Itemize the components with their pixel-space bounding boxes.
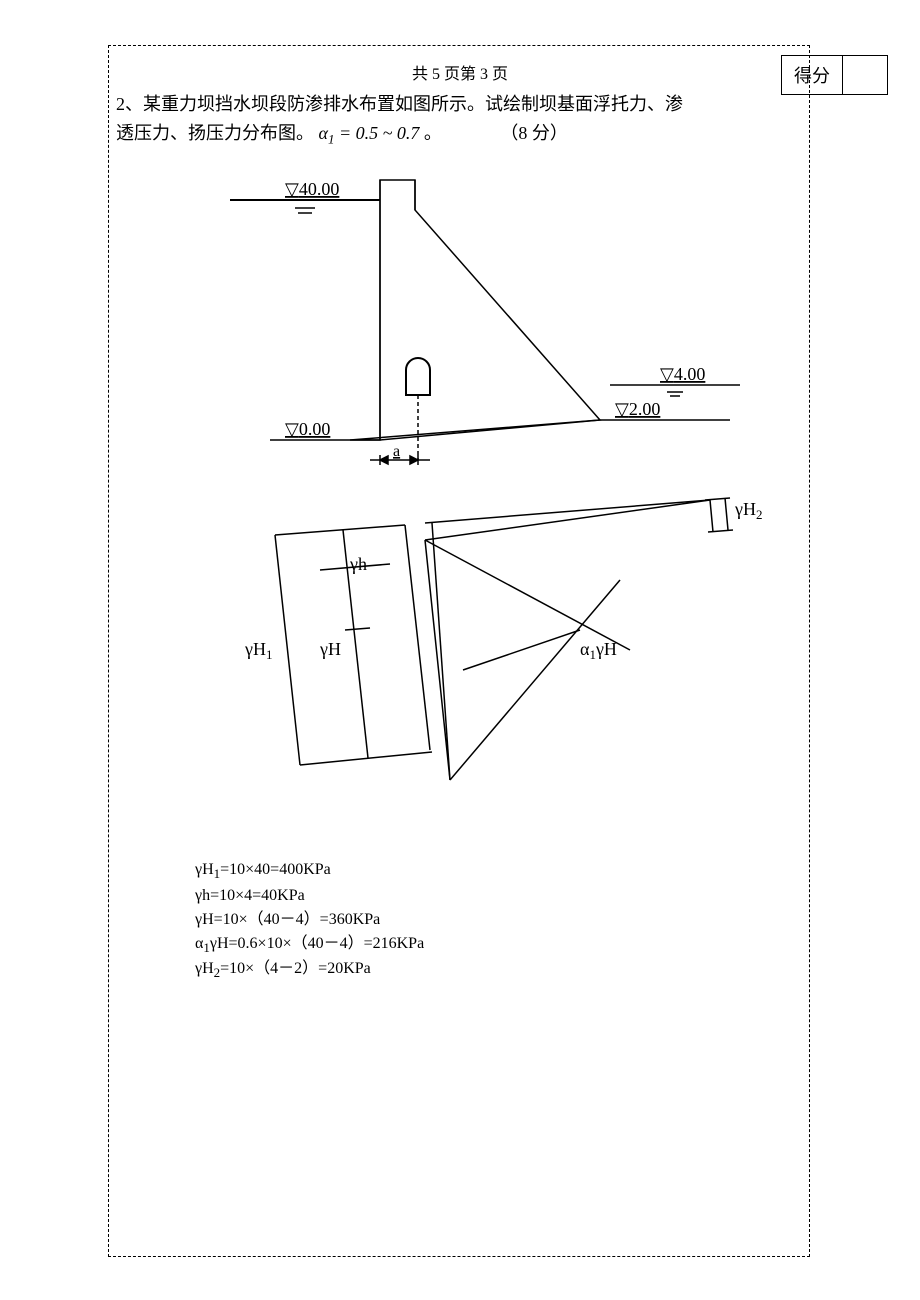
alpha-expr: α1 = 0.5 ~ 0.7 bbox=[319, 123, 420, 143]
calculations: γH1=10×40=400KPa γh=10×4=40KPa γH=10×（40… bbox=[195, 858, 424, 983]
svg-text:▽40.00: ▽40.00 bbox=[285, 179, 339, 199]
svg-text:γH1: γH1 bbox=[244, 639, 272, 662]
dam-diagram: ▽40.00 ▽4.00 ▽2.00 ▽0 bbox=[230, 179, 740, 465]
svg-text:a: a bbox=[393, 443, 400, 460]
calc-line-3: γH=10×（40－4）=360KPa bbox=[195, 908, 424, 932]
calc-line-1: γH1=10×40=400KPa bbox=[195, 858, 424, 884]
diagram-container: ▽40.00 ▽4.00 ▽2.00 ▽0 bbox=[170, 170, 790, 855]
question-line1: 某重力坝挡水坝段防渗排水布置如图所示。试绘制坝基面浮托力、渗 bbox=[143, 94, 683, 114]
calc-line-2: γh=10×4=40KPa bbox=[195, 884, 424, 908]
score-label: 得分 bbox=[782, 56, 843, 94]
question-number: 2、 bbox=[116, 94, 143, 114]
calc-line-5: γH2=10×（4－2）=20KPa bbox=[195, 957, 424, 983]
svg-text:▽0.00: ▽0.00 bbox=[285, 419, 330, 439]
svg-text:γH: γH bbox=[319, 639, 341, 659]
pressure-diagram: γH1 γh γH γH2 α1γH bbox=[244, 498, 762, 780]
score-value bbox=[843, 56, 887, 94]
svg-text:γh: γh bbox=[349, 554, 367, 574]
question-line2: 透压力、扬压力分布图。 bbox=[116, 123, 314, 143]
calc-line-4: α1γH=0.6×10×（40－4）=216KPa bbox=[195, 932, 424, 958]
question-points: （8 分） bbox=[500, 123, 568, 143]
score-box: 得分 bbox=[781, 55, 888, 95]
svg-text:γH2: γH2 bbox=[734, 499, 762, 522]
svg-text:α1γH: α1γH bbox=[580, 639, 617, 662]
svg-text:▽2.00: ▽2.00 bbox=[615, 399, 660, 419]
question-text: 2、某重力坝挡水坝段防渗排水布置如图所示。试绘制坝基面浮托力、渗 透压力、扬压力… bbox=[116, 90, 736, 150]
svg-text:▽4.00: ▽4.00 bbox=[660, 364, 705, 384]
